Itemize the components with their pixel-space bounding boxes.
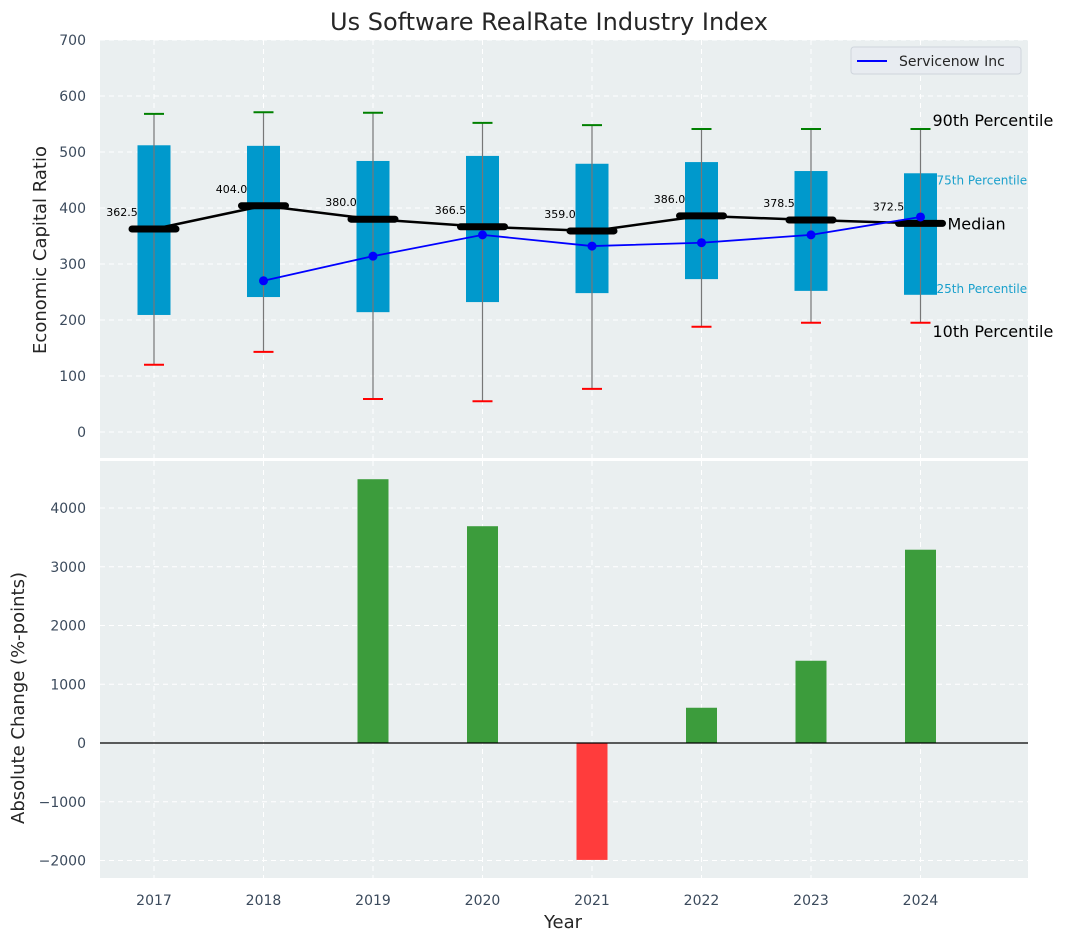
x-tick-label: 2019 [355, 893, 391, 909]
y-tick-label: 300 [59, 257, 86, 273]
bottom-y-axis-label: Absolute Change (%-points) [8, 572, 29, 824]
y-tick-label: 200 [59, 313, 86, 329]
x-tick-label: 2017 [136, 893, 172, 909]
company-point [478, 230, 487, 240]
p25-annotation: 25th Percentile [937, 282, 1028, 296]
median-value-label: 359.0 [544, 208, 576, 221]
change-bar [357, 479, 389, 743]
x-axis-label: Year [543, 912, 583, 933]
top-plot-background [100, 40, 1028, 458]
median-value-label: 380.0 [325, 196, 357, 209]
change-bar [686, 707, 717, 743]
top-panel: 0 100 200 300 400 500 600 700 362.5 404.0 380.0 366… [59, 33, 1053, 458]
y-tick-label: 600 [59, 89, 86, 105]
y-tick-label: 0 [77, 425, 86, 441]
y-tick-label: 4000 [50, 501, 86, 517]
company-point [587, 241, 597, 251]
p10-annotation: 10th Percentile [933, 322, 1054, 341]
median-annotation: Median [948, 214, 1006, 233]
p90-annotation: 90th Percentile [933, 111, 1054, 130]
company-point [806, 230, 816, 240]
y-tick-label: 100 [59, 369, 86, 385]
change-bar [795, 660, 827, 743]
y-tick-label: 500 [59, 145, 86, 161]
y-tick-label: 1000 [50, 677, 86, 693]
chart-title: Us Software RealRate Industry Index [330, 8, 768, 36]
median-value-label: 362.5 [106, 206, 138, 219]
median-value-label: 372.5 [873, 200, 905, 213]
bottom-plot-background [100, 461, 1028, 878]
y-tick-label: 700 [59, 33, 86, 49]
x-tick-label: 2024 [903, 893, 939, 909]
x-tick-label: 2018 [246, 893, 282, 909]
median-value-label: 378.5 [763, 197, 795, 210]
legend-label: Servicenow Inc [899, 54, 1005, 70]
y-tick-label: 400 [59, 201, 86, 217]
change-bar [905, 549, 936, 743]
y-tick-label: −1000 [39, 795, 86, 811]
p75-annotation: 75th Percentile [937, 173, 1028, 187]
y-tick-label: 0 [77, 736, 86, 752]
y-tick-label: −2000 [39, 854, 86, 870]
x-tick-label: 2021 [574, 893, 610, 909]
change-bar [467, 526, 498, 743]
company-point [697, 238, 706, 248]
company-point [259, 276, 268, 286]
x-tick-label: 2020 [465, 893, 501, 909]
top-y-axis-label: Economic Capital Ratio [30, 146, 51, 354]
bottom-panel: −2000 −1000 0 1000 2000 3000 4000 2017 2018 2019 2… [39, 461, 1028, 909]
x-tick-label: 2022 [684, 893, 720, 909]
y-tick-label: 2000 [50, 619, 86, 635]
company-point [368, 251, 378, 261]
company-point [916, 212, 925, 222]
median-value-label: 366.5 [435, 204, 467, 217]
y-tick-label: 3000 [50, 560, 86, 576]
legend-box [850, 46, 1022, 75]
median-value-label: 404.0 [216, 183, 248, 196]
change-bar [576, 743, 608, 860]
x-tick-label: 2023 [793, 893, 829, 909]
median-value-label: 386.0 [654, 193, 686, 206]
